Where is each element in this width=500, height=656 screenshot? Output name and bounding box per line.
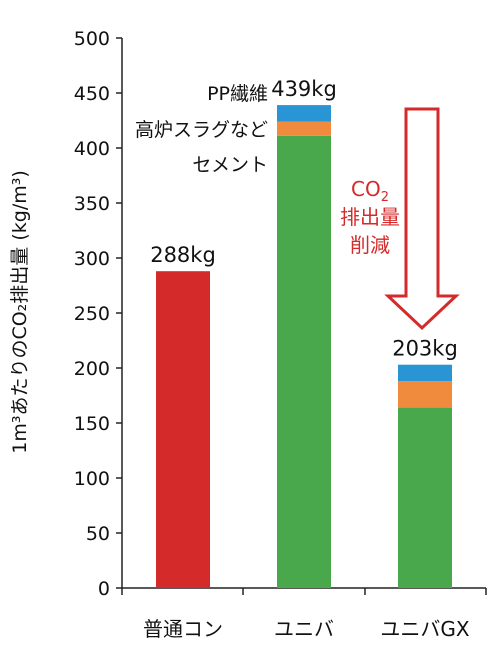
y-tick-label: 150 [74, 413, 110, 435]
bar-segment [398, 364, 452, 382]
bar-labels: 普通コン 288kg ユニバ 439kg ユニバGX 203kg PP繊維高炉スラグなどセメ… [135, 77, 470, 641]
annotation-co2: CO2 [351, 177, 389, 205]
y-tick-label: 300 [74, 248, 110, 270]
series-label: セメント [192, 154, 268, 176]
y-axis-label: 1m³あたりのCO₂排出量 (kg/m³) [9, 170, 31, 454]
bar-total-label: 288kg [150, 243, 216, 267]
bars [156, 105, 452, 588]
series-label: PP繊維 [207, 83, 268, 105]
bar-total-label: 203kg [392, 337, 458, 361]
x-category-label: ユニバGX [380, 617, 469, 641]
annotation-emission: 排出量 [340, 205, 400, 229]
bar-segment [398, 407, 452, 588]
y-tick-label: 0 [98, 578, 110, 600]
y-tick-label: 50 [86, 523, 110, 545]
y-tick-label: 400 [74, 138, 110, 160]
y-tick-label: 250 [74, 303, 110, 325]
y-tick-label: 450 [74, 83, 110, 105]
annotation-co2-sub: 2 [381, 190, 389, 205]
bar-segment [156, 271, 210, 588]
reduction-annotation: CO2 排出量 削減 [340, 107, 460, 331]
bar-segment [277, 135, 331, 588]
bar-segment [277, 121, 331, 136]
y-axis-ticks: 0 50 100 150 200 250 300 350 400 450 500 [74, 28, 487, 600]
y-tick-label: 100 [74, 468, 110, 490]
x-category-label: 普通コン [143, 617, 223, 641]
x-category-label: ユニバ [274, 617, 334, 641]
series-label: 高炉スラグなど [135, 119, 268, 141]
down-arrow-icon [384, 107, 460, 331]
annotation-co2-main: CO [351, 177, 381, 201]
y-tick-label: 500 [74, 28, 110, 50]
bar-total-label: 439kg [271, 77, 337, 101]
y-tick-label: 200 [74, 358, 110, 380]
annotation-reduction: 削減 [350, 233, 390, 257]
bar-segment [398, 381, 452, 408]
y-tick-label: 350 [74, 193, 110, 215]
bar-segment [277, 105, 331, 122]
